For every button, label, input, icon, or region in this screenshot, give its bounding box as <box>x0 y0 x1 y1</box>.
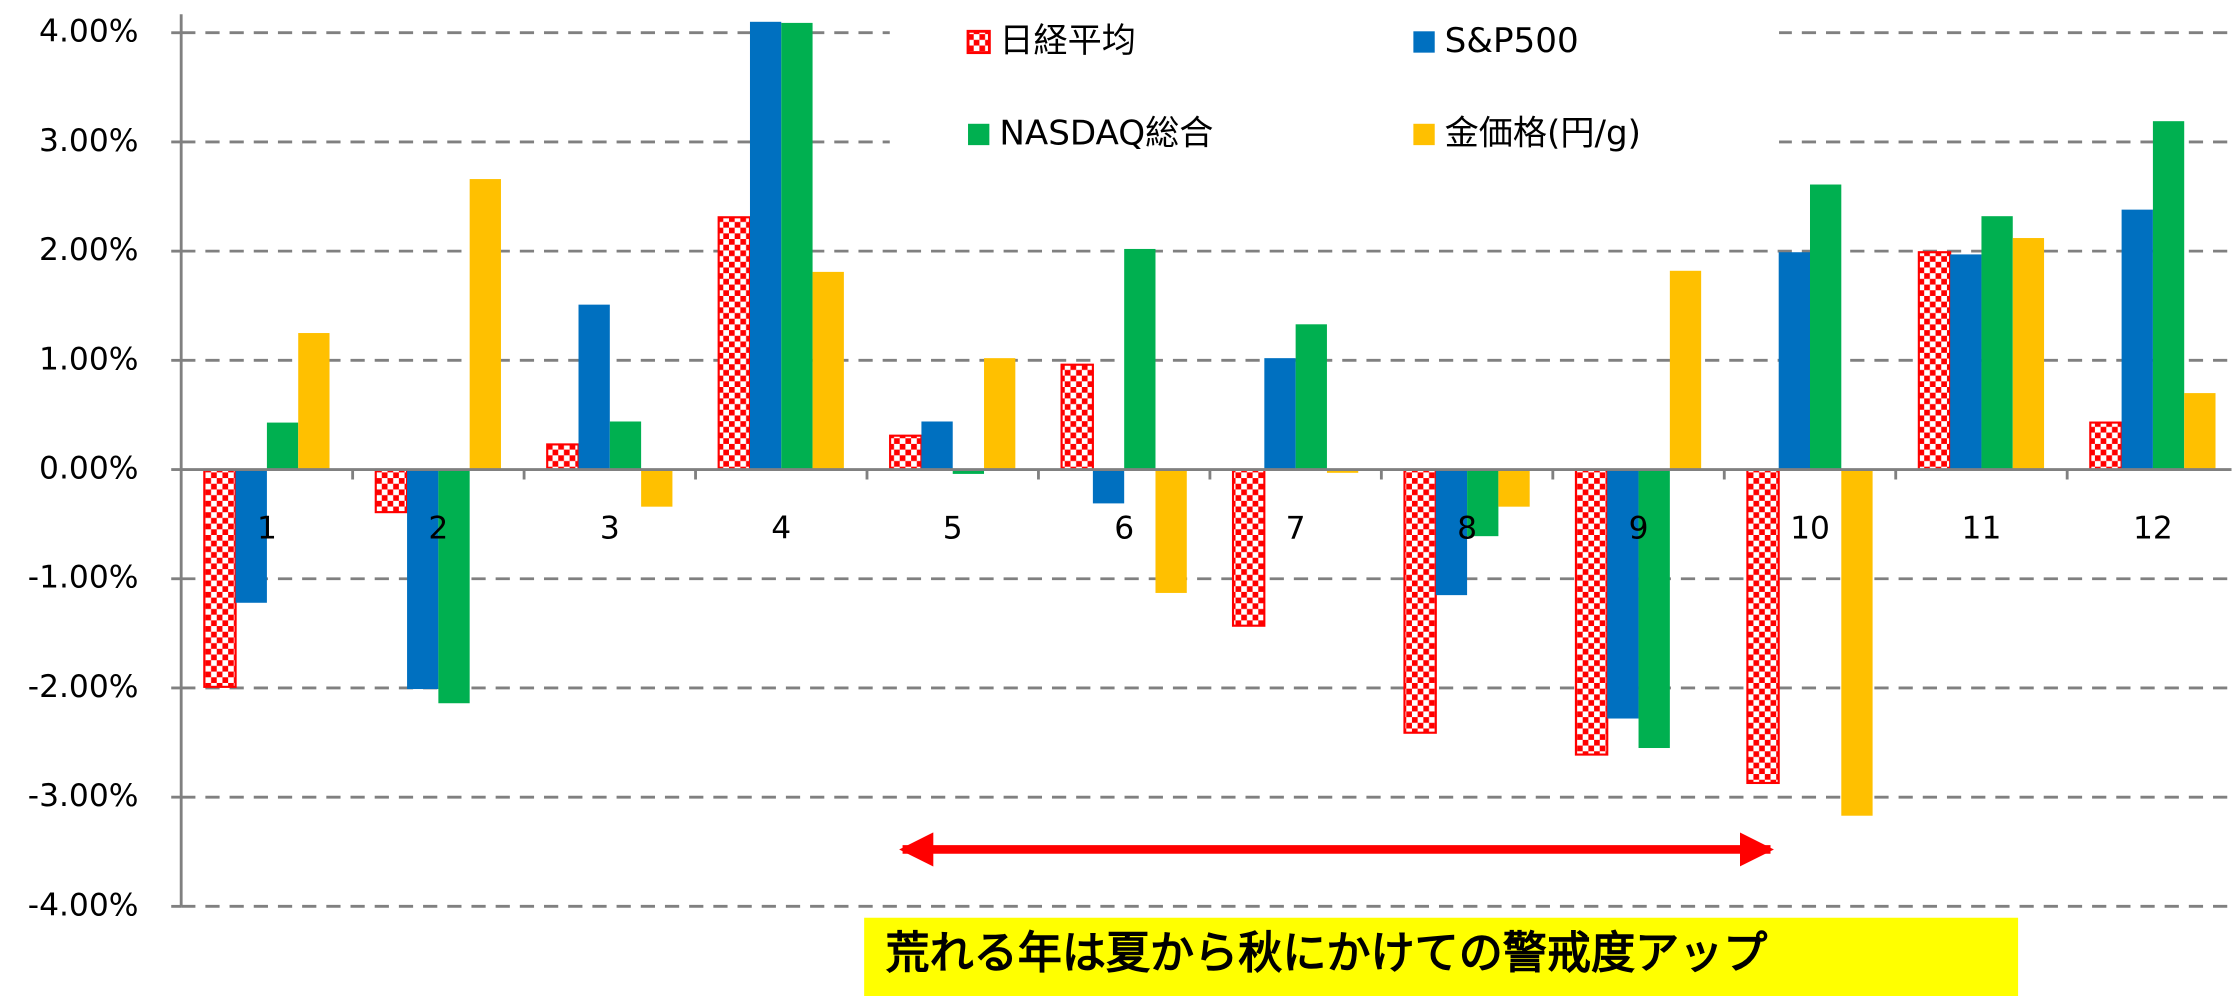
bar <box>298 333 330 470</box>
x-tick-label: 6 <box>1114 510 1134 546</box>
bar <box>1264 358 1296 470</box>
bar <box>1778 252 1810 470</box>
bar <box>749 21 782 470</box>
bar <box>2012 238 2045 470</box>
bar <box>2121 209 2153 470</box>
y-tick-label: 3.00% <box>39 123 138 159</box>
legend-swatch <box>966 29 991 55</box>
bar <box>203 468 237 688</box>
y-tick-label: 0.00% <box>39 451 138 487</box>
bar <box>1467 469 1499 537</box>
x-tick-label: 2 <box>428 510 448 546</box>
x-tick-label: 5 <box>943 510 963 546</box>
x-tick-label: 12 <box>2133 510 2173 546</box>
bar <box>1092 469 1125 504</box>
bar <box>1981 216 2013 470</box>
bar <box>1638 469 1670 749</box>
bar <box>578 304 610 470</box>
bar <box>1155 469 1187 593</box>
bar <box>438 469 470 704</box>
bar <box>952 469 985 474</box>
x-tick-label: 3 <box>600 510 620 546</box>
bar <box>1574 468 1609 756</box>
x-tick-label: 11 <box>1962 510 2002 546</box>
bar <box>407 469 439 690</box>
bar <box>1060 363 1094 471</box>
bar <box>781 22 813 470</box>
x-tick-label: 4 <box>771 510 791 546</box>
legend-label: 日経平均 <box>999 21 1136 61</box>
legend: 日経平均 S&P500 NASDAQ総合 金価格(円/g) <box>966 21 1641 154</box>
axes: 4.00% 3.00% 2.00% 1.00% 0.00% -1.00% -2.00% -3.… <box>28 14 2232 923</box>
bar <box>235 469 267 603</box>
y-tick-label: -4.00% <box>28 887 139 923</box>
bar <box>609 421 642 470</box>
x-tick-label: 9 <box>1629 510 1649 546</box>
bar <box>1403 468 1437 734</box>
bar <box>2089 421 2123 471</box>
bar <box>1607 469 1639 719</box>
bar <box>641 469 673 507</box>
bar <box>266 422 299 470</box>
bar <box>1841 469 1873 816</box>
bars <box>203 21 2216 816</box>
bar <box>1669 270 1702 470</box>
bar <box>1917 251 1952 471</box>
x-tick-label: 7 <box>1286 510 1306 546</box>
bar <box>1326 469 1359 473</box>
legend-background <box>889 0 1780 178</box>
legend-swatch <box>968 123 990 146</box>
bar <box>984 358 1016 470</box>
y-tick-label: 4.00% <box>39 14 138 50</box>
bar <box>717 216 752 471</box>
bar <box>1295 324 1327 470</box>
bar <box>812 271 844 470</box>
bar <box>2152 121 2185 470</box>
bar <box>1950 254 1982 470</box>
x-tick-label: 1 <box>257 510 277 546</box>
y-tick-label: -2.00% <box>28 669 139 705</box>
legend-label: S&P500 <box>1445 21 1579 61</box>
x-tick-label: 8 <box>1457 510 1477 546</box>
bar <box>546 443 580 471</box>
bar <box>1498 469 1530 507</box>
bar <box>374 468 409 514</box>
bar <box>889 434 923 471</box>
y-tick-label: 1.00% <box>39 341 138 377</box>
legend-swatch <box>1413 31 1435 53</box>
bar <box>1231 468 1266 627</box>
y-tick-label: -3.00% <box>28 778 139 814</box>
annotation-box <box>864 917 2019 996</box>
bar <box>921 421 953 470</box>
y-tick-label: 2.00% <box>39 232 138 268</box>
y-tick-label: -1.00% <box>28 560 139 596</box>
bar <box>1435 469 1468 596</box>
bar <box>1124 248 1156 470</box>
bar <box>469 179 501 470</box>
bar <box>1746 468 1780 785</box>
annotation: 荒れる年は夏から秋にかけての警戒度アップ <box>885 928 1768 979</box>
bar <box>2184 393 2216 470</box>
bar <box>1809 184 1842 470</box>
legend-label: NASDAQ総合 <box>999 114 1213 154</box>
legend-swatch <box>1413 123 1435 146</box>
x-tick-label: 10 <box>1790 510 1830 546</box>
legend-label: 金価格(円/g) <box>1445 114 1641 154</box>
